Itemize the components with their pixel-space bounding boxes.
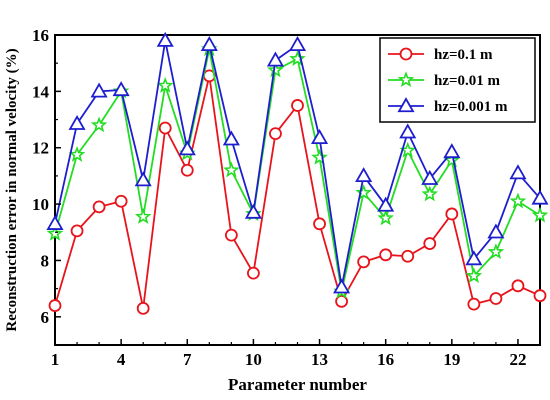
x-tick-label: 4 (117, 350, 126, 369)
y-axis: 6 8 10 12 14 16 (32, 26, 61, 346)
data-point-circle (423, 237, 437, 250)
x-axis-label: Parameter number (228, 375, 367, 394)
data-point-circle (48, 299, 62, 312)
data-point-circle (269, 127, 282, 141)
data-point-triangle (288, 36, 307, 52)
data-point-circle (114, 194, 128, 208)
data-point-triangle (134, 171, 152, 187)
series-circle (48, 69, 547, 315)
data-point-circle (70, 224, 84, 238)
legend-item: hz=0.1 m (388, 47, 493, 63)
data-point-circle (511, 279, 525, 293)
data-point-circle (533, 289, 547, 303)
legend-label: hz=0.001 m (434, 99, 508, 115)
data-point-circle (180, 163, 194, 177)
legend: hz=0.1 m hz=0.01 m hz=0.001 m (379, 37, 536, 123)
data-point-triangle (266, 51, 285, 67)
data-point-triangle (443, 143, 461, 159)
data-point-circle (489, 292, 503, 305)
data-point-circle (224, 228, 238, 242)
data-point-triangle (509, 164, 527, 180)
legend-marker-triangle (397, 97, 415, 113)
data-point-circle (335, 294, 348, 308)
data-point-star (289, 50, 306, 66)
data-point-circle (313, 217, 326, 231)
data-point-circle (445, 207, 459, 221)
data-point-star (267, 61, 284, 78)
data-point-star (377, 209, 394, 226)
data-point-circle (401, 249, 415, 263)
data-point-triangle (531, 189, 549, 205)
data-point-star (223, 161, 240, 178)
data-point-triangle (465, 250, 483, 266)
data-point-triangle (68, 114, 86, 130)
x-axis: 1 4 7 10 13 16 19 22 (51, 339, 541, 369)
y-tick-label: 16 (32, 26, 49, 45)
x-tick-label: 10 (245, 350, 262, 369)
data-point-triangle (178, 140, 196, 156)
data-point-triangle (377, 196, 395, 212)
data-point-star (487, 243, 505, 260)
data-point-circle (379, 248, 393, 262)
data-point-triangle (244, 203, 262, 219)
data-point-star (355, 184, 372, 200)
y-tick-label: 6 (41, 308, 50, 327)
data-point-star (90, 116, 108, 133)
x-tick-label: 1 (51, 350, 60, 369)
data-point-triangle (112, 81, 130, 97)
data-point-triangle (156, 31, 174, 47)
legend-marker-star (397, 71, 415, 88)
legend-label: hz=0.01 m (434, 73, 501, 89)
series-layer (46, 31, 549, 315)
data-point-triangle (421, 169, 439, 185)
y-tick-label: 12 (32, 139, 49, 158)
y-tick-label: 14 (32, 82, 50, 101)
legend-item: hz=0.001 m (388, 97, 508, 115)
data-point-star (156, 77, 174, 93)
data-point-triangle (399, 123, 417, 139)
x-tick-label: 19 (443, 350, 460, 369)
legend-marker-circle (399, 47, 413, 61)
data-point-star (465, 267, 483, 283)
data-point-triangle (222, 130, 240, 146)
data-point-circle (136, 301, 150, 315)
y-tick-label: 8 (41, 251, 50, 270)
data-point-circle (158, 121, 172, 135)
x-tick-label: 22 (509, 350, 526, 369)
data-point-star (134, 208, 152, 224)
data-point-triangle (487, 223, 505, 239)
legend-item: hz=0.01 m (388, 71, 501, 89)
legend-label: hz=0.1 m (434, 47, 493, 63)
data-point-triangle (355, 167, 373, 183)
data-point-circle (291, 99, 304, 112)
x-tick-label: 7 (183, 350, 192, 369)
data-point-star (421, 185, 439, 202)
data-point-star (68, 146, 86, 162)
data-point-star (311, 148, 328, 165)
x-tick-label: 16 (377, 350, 394, 369)
series-triangle (46, 31, 549, 294)
data-point-triangle (46, 215, 64, 230)
data-point-circle (467, 297, 481, 311)
data-point-circle (92, 200, 106, 214)
y-tick-label: 10 (32, 195, 49, 214)
data-point-star (509, 192, 527, 209)
y-axis-label: Reconstruction error in normal velocity … (4, 48, 20, 331)
data-point-circle (357, 255, 371, 269)
data-point-triangle (90, 82, 108, 98)
data-point-triangle (310, 129, 329, 145)
data-point-circle (247, 266, 260, 280)
data-point-star (531, 206, 549, 223)
x-tick-label: 13 (311, 350, 328, 369)
data-point-triangle (333, 278, 351, 294)
data-point-triangle (200, 36, 218, 52)
data-point-star (46, 224, 64, 241)
